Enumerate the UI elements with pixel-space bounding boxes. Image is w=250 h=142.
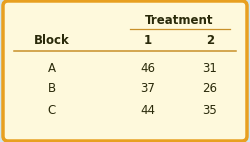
Text: 37: 37 (140, 83, 156, 96)
Text: B: B (48, 83, 56, 96)
Text: C: C (48, 105, 56, 117)
Text: 44: 44 (140, 105, 156, 117)
Text: 2: 2 (206, 35, 214, 48)
Text: 35: 35 (202, 105, 218, 117)
Text: 31: 31 (202, 61, 218, 75)
Text: 1: 1 (144, 35, 152, 48)
Text: 26: 26 (202, 83, 218, 96)
Text: 46: 46 (140, 61, 156, 75)
Text: Treatment: Treatment (145, 14, 213, 28)
Text: A: A (48, 61, 56, 75)
Text: Block: Block (34, 35, 70, 48)
FancyBboxPatch shape (3, 1, 247, 141)
